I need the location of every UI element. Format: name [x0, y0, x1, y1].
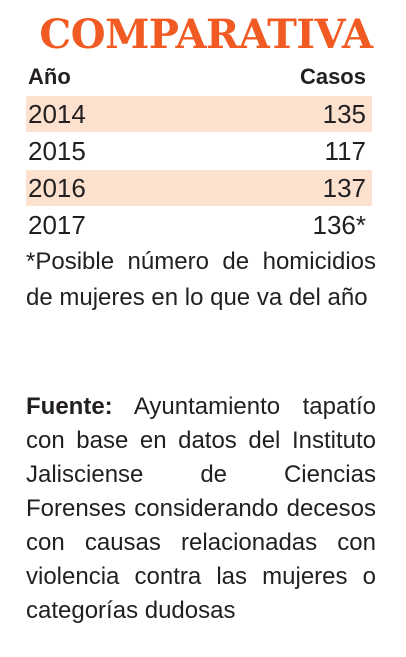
- year-cell: 2017: [28, 210, 86, 240]
- year-cell: 2015: [28, 136, 86, 166]
- source-label: Fuente:: [26, 393, 113, 420]
- column-header-year: Año: [28, 64, 71, 89]
- source-text: Ayuntamiento tapatío con base en datos d…: [26, 393, 376, 624]
- column-header-cases: Casos: [299, 64, 366, 89]
- source-note: Fuente: Ayuntamiento tapatío con base en…: [26, 390, 376, 628]
- table-row: 2017 136*: [26, 207, 372, 243]
- year-cell: 2014: [28, 99, 86, 129]
- table-header: Año Casos: [26, 60, 366, 96]
- cases-cell: 135: [322, 99, 366, 129]
- cases-cell: 137: [322, 173, 366, 203]
- footnote: *Posible número de homicidios de mujeres…: [26, 248, 376, 311]
- table-row: 2014 135: [26, 96, 372, 132]
- year-cell: 2016: [28, 173, 86, 203]
- table-row: 2016 137: [26, 170, 372, 206]
- chart-title: COMPARATIVA: [39, 11, 373, 58]
- cases-cell: 136*: [312, 210, 367, 240]
- table-row: 2015 117: [26, 133, 372, 169]
- cases-cell: 117: [324, 136, 366, 166]
